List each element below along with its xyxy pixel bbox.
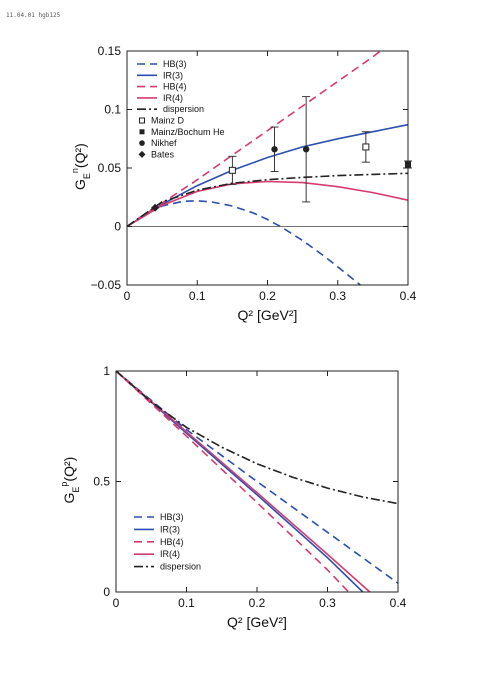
data-point [228, 166, 236, 174]
series-line-hb-4- [127, 51, 382, 228]
x-tick-label: 0.3 [329, 289, 346, 303]
series-group [127, 51, 408, 285]
legend-label: HB(4) [163, 82, 187, 92]
legend-label: HB(3) [163, 59, 187, 69]
series-line-ir-4- [127, 180, 408, 228]
legend-label: Mainz/Bochum He [151, 127, 225, 137]
data-point [302, 146, 310, 153]
x-tick-label: 0.2 [249, 596, 266, 610]
y-tick-label: 0 [103, 585, 110, 599]
legend-label: IR(3) [160, 524, 180, 534]
chart-proton-form-factor: 0 0.1 0.2 0.3 0.4 0 0.5 1 Q² [GeV²] GEp(Q²) HB(3) I… [59, 364, 407, 630]
x-tick-label: 0.1 [178, 596, 195, 610]
legend-label: IR(4) [160, 549, 180, 559]
y-axis-title: GEn(Q²) [70, 143, 92, 190]
y-tick-label: 0.1 [104, 103, 121, 117]
y-axis-title: GEp(Q²) [59, 457, 81, 504]
plot-frame [115, 370, 399, 593]
legend-marker [138, 150, 146, 158]
x-axis-title: Q² [GeV²] [238, 307, 298, 323]
x-tick-label: 0.3 [319, 596, 336, 610]
x-tick-label: 0 [124, 289, 131, 303]
x-tick-label: 0.2 [259, 289, 276, 303]
series-group [116, 371, 398, 592]
y-tick-label: 0.5 [93, 475, 110, 489]
series-line-hb-3- [116, 371, 398, 584]
series-line-hb-3- [127, 199, 362, 285]
x-tick-label: 0.4 [390, 596, 407, 610]
legend-label: dispersion [163, 104, 204, 114]
legend-label: dispersion [160, 562, 201, 572]
legend-label: IR(3) [163, 70, 183, 80]
series-line-dispersion [116, 371, 398, 505]
legend-label: HB(4) [160, 537, 184, 547]
legend-label: Nikhef [151, 138, 177, 148]
legend: HB(3)IR(3) HB(4)IR(4)dispersion Mainz DMai… [137, 59, 225, 159]
header-stamp: 11.04.01 hgb125 [6, 12, 61, 19]
series-line-ir-4- [116, 371, 371, 592]
x-tick-label: 0.1 [189, 289, 206, 303]
legend-marker [139, 140, 145, 146]
legend-marker [139, 117, 145, 124]
x-axis-title: Q² [GeV²] [227, 614, 287, 630]
y-tick-label: 0 [114, 220, 121, 234]
data-point [362, 143, 370, 151]
data-point [151, 203, 160, 212]
legend-label: IR(4) [163, 93, 183, 103]
legend: HB(3) IR(3) HB(4) IR(4) dispersion [134, 512, 201, 572]
x-tick-label: 0.4 [400, 289, 417, 303]
series-line-hb-4- [116, 371, 350, 592]
series-line-ir-3- [116, 371, 364, 592]
y-tick-label: −0.05 [91, 278, 122, 292]
legend-label: HB(3) [160, 512, 184, 522]
data-point [271, 146, 278, 153]
y-tick-label: 0.05 [98, 161, 122, 175]
x-tick-label: 0 [113, 596, 120, 610]
plot-area: 0 0.1 0.2 0.3 0.4 0 0.5 1 Q² [GeV²] GEp(Q²) HB(3) I… [59, 364, 407, 630]
legend-marker [139, 129, 145, 135]
series-line-dispersion [127, 172, 408, 228]
y-tick-label: 0.15 [98, 44, 122, 58]
legend-label: Bates [151, 149, 175, 159]
y-tick-label: 1 [103, 364, 110, 378]
legend-label: Mainz D [151, 116, 185, 126]
